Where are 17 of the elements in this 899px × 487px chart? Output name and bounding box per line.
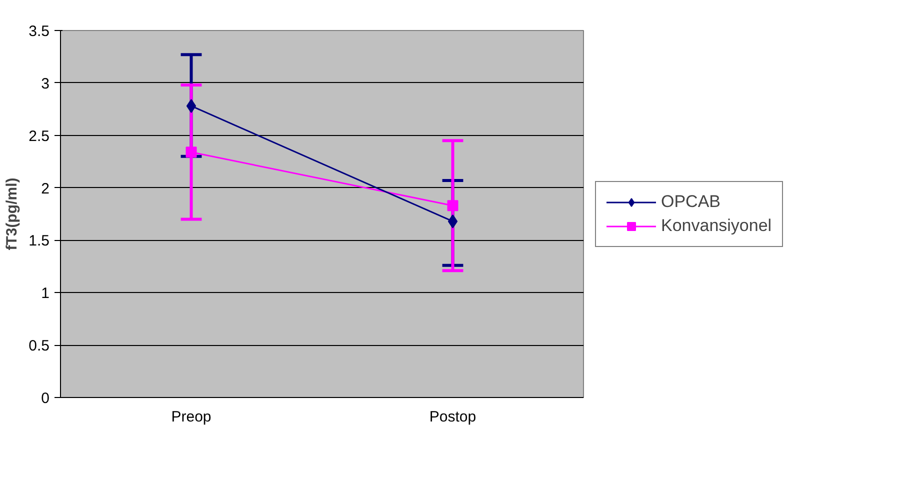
point: [447, 200, 458, 212]
y-tick-label: 3.5: [28, 23, 50, 40]
legend-label: OPCAB: [661, 192, 721, 212]
y-tick-label: 1.5: [28, 232, 50, 250]
y-axis-title: fT3(pg/ml): [4, 178, 21, 250]
x-tick-label: Postop: [429, 408, 476, 426]
legend-label: Konvansiyonel: [661, 216, 772, 236]
point: [448, 214, 458, 228]
y-tick-label: 0: [41, 390, 50, 407]
y-tick-label: 2: [41, 180, 50, 198]
y-tick-label: 2.5: [28, 128, 50, 145]
point: [186, 146, 197, 158]
x-tick-label: Preop: [171, 408, 212, 426]
y-tick-label: 0.5: [28, 338, 50, 355]
point: [186, 98, 196, 113]
y-tick-label: 3: [41, 75, 50, 92]
y-tick-label: 1: [41, 285, 50, 302]
